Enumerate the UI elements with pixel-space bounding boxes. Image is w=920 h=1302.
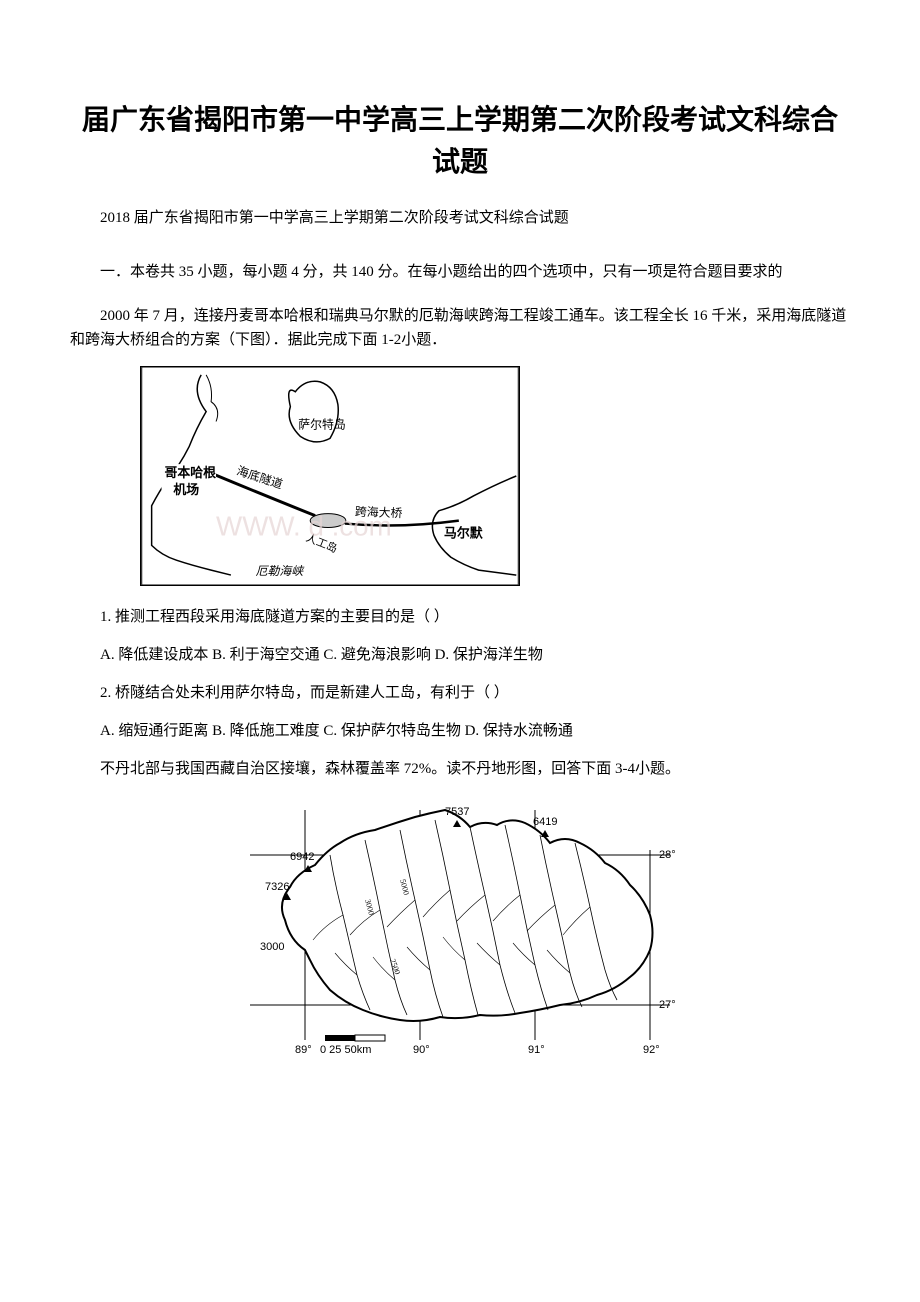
map1-label-saerte: 萨尔特岛 <box>298 417 346 431</box>
subtitle: 2018 届广东省揭阳市第一中学高三上学期第二次阶段考试文科综合试题 <box>70 206 850 230</box>
map2-peak-4: 7326 <box>265 881 289 893</box>
options-2: A. 缩短通行距离 B. 降低施工难度 C. 保护萨尔特岛生物 D. 保持水流畅… <box>70 719 850 743</box>
map2-lon-89: 89° <box>295 1044 312 1056</box>
map2-peak-2: 6419 <box>533 816 557 828</box>
map1-label-airport: 机场 <box>173 482 199 497</box>
map2-peak-1: 7537 <box>445 806 469 818</box>
map2-lon-90: 90° <box>413 1044 430 1056</box>
map2-lon-91: 91° <box>528 1044 545 1056</box>
question-1: 1. 推测工程西段采用海底隧道方案的主要目的是（ ） <box>70 605 850 629</box>
passage-1: 2000 年 7 月，连接丹麦哥本哈根和瑞典马尔默的厄勒海峡跨海工程竣工通车。该… <box>70 304 850 352</box>
map1-label-copenhagen: 哥本哈根 <box>165 465 217 480</box>
map1-label-strait: 厄勒海峡 <box>256 564 306 578</box>
map2-lon-92: 92° <box>643 1044 660 1056</box>
question-2: 2. 桥隧结合处未利用萨尔特岛，而是新建人工岛，有利于（ ） <box>70 681 850 705</box>
map2-lat-28: 28° <box>659 849 676 861</box>
passage-2: 不丹北部与我国西藏自治区接壤，森林覆盖率 72%。读不丹地形图，回答下面 3-4… <box>70 757 850 781</box>
map-1-svg: 萨尔特岛 哥本哈根 机场 海底隧道 人工岛 跨海大桥 马尔默 厄勒海峡 WWW.… <box>140 366 520 586</box>
options-1: A. 降低建设成本 B. 利于海空交通 C. 避免海浪影响 D. 保护海洋生物 <box>70 643 850 667</box>
page-title: 届广东省揭阳市第一中学高三上学期第二次阶段考试文科综合试题 <box>70 100 850 184</box>
map2-scale: 0 25 50km <box>320 1044 371 1056</box>
map-2-svg: 3000 2500 5000 7537 6419 6942 7326 3000 … <box>235 795 685 1065</box>
map2-lat-27: 27° <box>659 999 676 1011</box>
map1-watermark: WWW. d .com <box>216 510 392 541</box>
map2-peak-3: 6942 <box>290 851 314 863</box>
map2-peak-5: 3000 <box>260 941 284 953</box>
map1-label-malmo: 马尔默 <box>444 525 484 540</box>
map-1-container: 萨尔特岛 哥本哈根 机场 海底隧道 人工岛 跨海大桥 马尔默 厄勒海峡 WWW.… <box>140 366 850 591</box>
map-2-container: 3000 2500 5000 7537 6419 6942 7326 3000 … <box>70 795 850 1070</box>
instruction-text: 一．本卷共 35 小题，每小题 4 分，共 140 分。在每小题给出的四个选项中… <box>70 260 850 284</box>
